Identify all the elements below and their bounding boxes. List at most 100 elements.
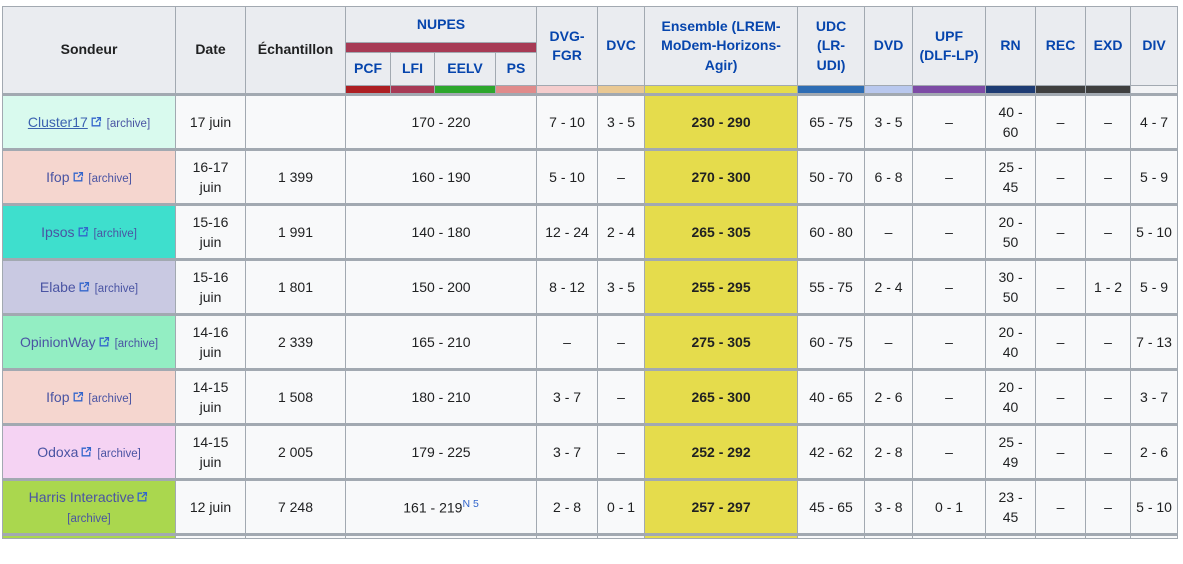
udc-cell: 40 - 65 — [797, 368, 866, 425]
eelv-link[interactable]: EELV — [447, 60, 483, 77]
archive-link[interactable]: [archive] — [114, 337, 159, 350]
div-link[interactable]: DIV — [1142, 37, 1166, 54]
archive-link[interactable]: [archive] — [67, 512, 111, 525]
archive-link[interactable]: [archive] — [106, 117, 151, 130]
archive-link[interactable]: [archive] — [88, 392, 132, 405]
footnote-link[interactable]: N 5 — [462, 498, 479, 511]
div-cell: 5 - 9 — [1130, 148, 1179, 205]
external-link-icon — [78, 277, 90, 297]
ensemble-cell: 230 - 290 — [644, 93, 799, 150]
upf-cell: – — [912, 313, 987, 370]
ensemble-link[interactable]: Ensemble (LREM-MoDem-Horizons-Agir) — [661, 18, 781, 73]
color-bar-ensemble — [644, 85, 799, 95]
lfi-link[interactable]: LFI — [402, 60, 423, 77]
archive-link[interactable]: [archive] — [88, 172, 132, 185]
div-cell: 5 - 9 — [1130, 258, 1179, 315]
partial-cell — [536, 533, 599, 539]
udc-cell: 42 - 62 — [797, 423, 866, 480]
upf-cell: – — [912, 258, 987, 315]
col-header-rn: RN — [985, 6, 1037, 86]
pollster-cell: Cluster17 [archive] — [2, 93, 176, 150]
ensemble-cell: 257 - 297 — [644, 478, 799, 535]
dvc-cell: 3 - 5 — [597, 258, 646, 315]
partial-row — [2, 533, 1179, 539]
pollster-link[interactable]: Ipsos — [41, 223, 75, 240]
col-header-dvg: DVG-FGR — [536, 6, 599, 86]
color-bar-pcf — [345, 85, 391, 95]
partial-pollster-cell — [2, 533, 176, 539]
dvd-cell: 6 - 8 — [864, 148, 914, 205]
dvc-link[interactable]: DVC — [606, 37, 636, 54]
exd-link[interactable]: EXD — [1093, 37, 1123, 54]
dvd-cell: – — [864, 313, 914, 370]
col-header-exd: EXD — [1085, 6, 1132, 86]
dvg-link[interactable]: DVG-FGR — [549, 27, 585, 63]
rn-cell: 30 - 50 — [985, 258, 1037, 315]
partial-cell — [1130, 533, 1179, 539]
dvc-cell: – — [597, 423, 646, 480]
partial-cell — [175, 533, 246, 539]
pollster-link[interactable]: Harris Interactive — [28, 488, 135, 505]
rn-cell: 20 - 50 — [985, 203, 1037, 260]
rn-cell: 23 - 45 — [985, 478, 1037, 535]
pollster-cell: Elabe [archive] — [2, 258, 176, 315]
upf-cell: – — [912, 148, 987, 205]
nupes-link[interactable]: NUPES — [416, 15, 466, 32]
archive-link[interactable]: [archive] — [94, 282, 139, 295]
partial-cell — [864, 533, 914, 539]
col-header-udc: UDC (LR-UDI) — [797, 6, 866, 86]
ps-link[interactable]: PS — [506, 60, 526, 77]
sample-cell — [245, 93, 346, 150]
dvg-cell: 3 - 7 — [536, 423, 599, 480]
partial-cell — [597, 533, 646, 539]
dvg-cell: 8 - 12 — [536, 258, 599, 315]
external-link-icon — [72, 167, 84, 187]
rec-cell: – — [1035, 203, 1087, 260]
pollster-link[interactable]: Odoxa — [37, 443, 79, 460]
rn-link[interactable]: RN — [1000, 37, 1021, 54]
external-link-icon — [90, 112, 102, 132]
external-link-icon — [136, 487, 148, 507]
pollster-link[interactable]: Ifop — [46, 388, 70, 405]
nupes-cell: 170 - 220 — [344, 93, 538, 150]
udc-cell: 45 - 65 — [797, 478, 866, 535]
table-row: Elabe [archive] 15-16 juin 1 801 150 - 2… — [2, 258, 1179, 315]
pollster-cell: Ipsos [archive] — [2, 203, 176, 260]
dvd-link[interactable]: DVD — [873, 37, 904, 54]
pollster-link[interactable]: Ifop — [46, 168, 70, 185]
col-header-sondeur: Sondeur — [2, 6, 176, 95]
partial-cell — [912, 533, 987, 539]
external-link-icon — [72, 387, 84, 407]
nupes-cell: 161 - 219N 5 — [344, 478, 538, 535]
exd-cell: – — [1085, 423, 1132, 480]
col-header-label: Échantillon — [257, 41, 334, 58]
dvc-cell: 2 - 4 — [597, 203, 646, 260]
nupes-cell: 179 - 225 — [344, 423, 538, 480]
ensemble-cell: 265 - 305 — [644, 203, 799, 260]
pollster-link[interactable]: OpinionWay — [19, 333, 96, 350]
color-bar-rn — [985, 85, 1037, 95]
date-cell: 14-15 juin — [175, 423, 246, 480]
sample-cell: 1 991 — [245, 203, 346, 260]
upf-link[interactable]: UPF (DLF-LP) — [919, 27, 979, 63]
rec-link[interactable]: REC — [1045, 37, 1076, 54]
pollster-link[interactable]: Cluster17 — [27, 113, 88, 130]
external-link-icon — [77, 222, 89, 242]
pollster-link[interactable]: Elabe — [39, 278, 76, 295]
pollster-cell: Ifop [archive] — [2, 148, 176, 205]
table-row: OpinionWay [archive] 14-16 juin 2 339 16… — [2, 313, 1179, 370]
archive-link[interactable]: [archive] — [97, 447, 141, 460]
pcf-link[interactable]: PCF — [354, 60, 382, 77]
nupes-color-bar — [344, 42, 538, 53]
udc-link[interactable]: UDC (LR-UDI) — [815, 18, 847, 73]
exd-cell: – — [1085, 478, 1132, 535]
archive-link[interactable]: [archive] — [93, 227, 137, 240]
rec-cell: – — [1035, 368, 1087, 425]
col-header-div: DIV — [1130, 6, 1179, 86]
sample-cell: 7 248 — [245, 478, 346, 535]
dvc-cell: – — [597, 368, 646, 425]
dvg-cell: 3 - 7 — [536, 368, 599, 425]
col-header-upf: UPF (DLF-LP) — [912, 6, 987, 86]
pollster-cell: Ifop [archive] — [2, 368, 176, 425]
date-cell: 12 juin — [175, 478, 246, 535]
